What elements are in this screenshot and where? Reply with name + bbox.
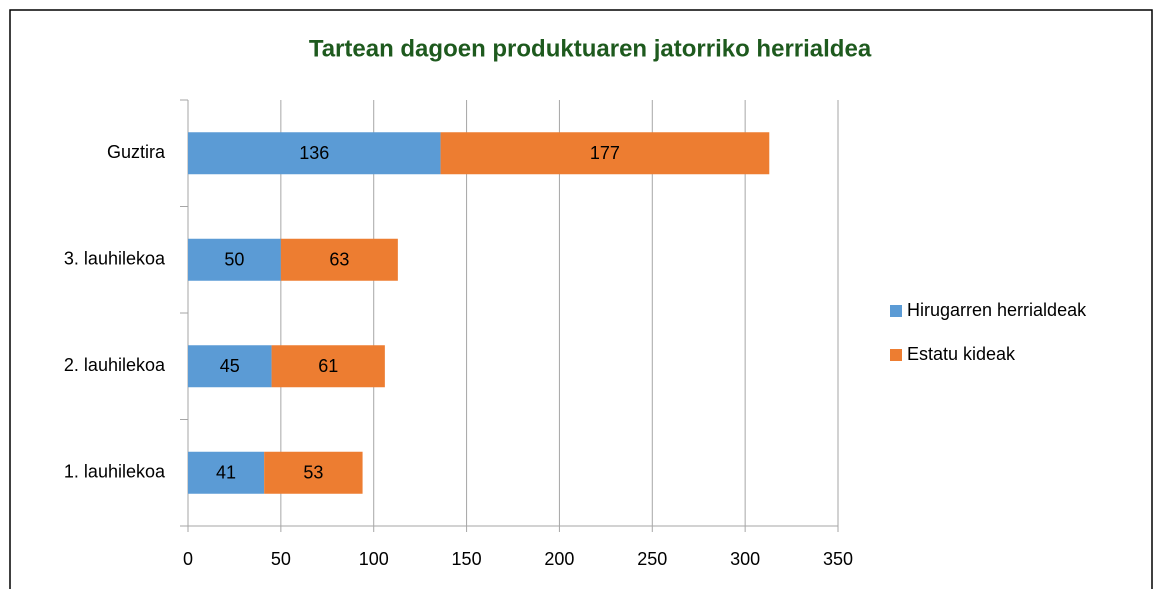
frame bbox=[9, 9, 1153, 589]
legend-label: Hirugarren herrialdeak bbox=[907, 300, 1087, 320]
legend-swatch bbox=[890, 305, 902, 317]
bar bbox=[271, 345, 385, 388]
data-label: 53 bbox=[303, 463, 323, 483]
data-label: 61 bbox=[318, 356, 338, 376]
bar bbox=[440, 132, 770, 175]
data-label: 45 bbox=[220, 356, 240, 376]
bar bbox=[280, 238, 398, 281]
chart-title: Tartean dagoen produktuaren jatorriko he… bbox=[309, 35, 872, 62]
bar bbox=[188, 451, 265, 494]
bar bbox=[188, 132, 441, 175]
data-label: 50 bbox=[224, 250, 244, 270]
x-tick-label: 150 bbox=[452, 549, 482, 569]
y-tick-label: Guztira bbox=[107, 142, 166, 162]
bar bbox=[264, 451, 363, 494]
x-tick-label: 350 bbox=[823, 549, 853, 569]
data-label: 63 bbox=[329, 250, 349, 270]
data-label: 136 bbox=[299, 143, 329, 163]
x-tick-label: 200 bbox=[544, 549, 574, 569]
y-tick-label: 3. lauhilekoa bbox=[64, 249, 166, 269]
legend-label: Estatu kideak bbox=[907, 344, 1016, 364]
bar bbox=[188, 238, 281, 281]
data-label: 41 bbox=[216, 463, 236, 483]
x-tick-label: 0 bbox=[183, 549, 193, 569]
x-tick-label: 300 bbox=[730, 549, 760, 569]
x-tick-label: 100 bbox=[359, 549, 389, 569]
data-label: 177 bbox=[590, 143, 620, 163]
bar bbox=[188, 345, 272, 388]
x-tick-label: 250 bbox=[637, 549, 667, 569]
y-tick-label: 1. lauhilekoa bbox=[64, 462, 166, 482]
legend-swatch bbox=[890, 349, 902, 361]
x-tick-label: 50 bbox=[271, 549, 291, 569]
y-tick-label: 2. lauhilekoa bbox=[64, 355, 166, 375]
